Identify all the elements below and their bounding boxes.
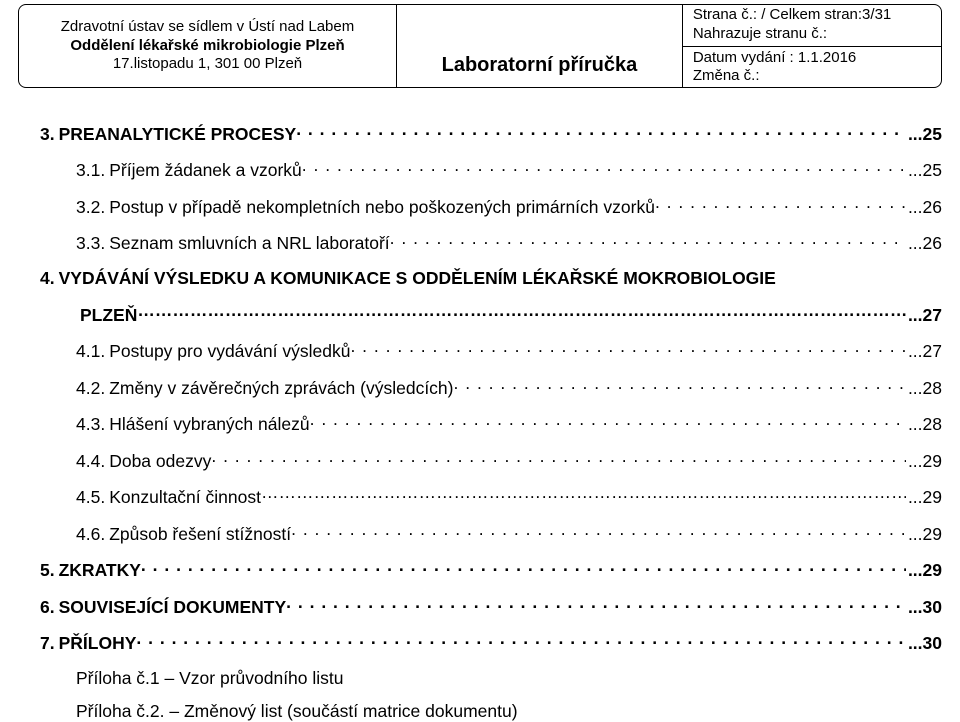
toc-entry-label: VYDÁVÁNÍ VÝSLEDKU A KOMUNIKACE S ODDĚLEN… [55, 268, 776, 289]
toc-row: 4.4. Doba odezvy ...29 [18, 449, 942, 472]
toc-entry-number: 6. [40, 597, 55, 618]
toc-entry-page: ...25 [906, 124, 942, 145]
toc-leaders [302, 159, 906, 177]
toc-entry-label: Způsob řešení stížností [105, 524, 291, 545]
toc-entry-number: 4.4. [76, 451, 105, 472]
toc-entry-number: 7. [40, 633, 55, 654]
toc-row: 3. PREANALYTICKÉ PROCESY ...25 [18, 122, 942, 145]
toc-entry-number: 4.3. [76, 414, 105, 435]
toc-entry-page: ...27 [906, 305, 942, 326]
toc-leaders [137, 303, 906, 321]
toc-entry-label: SOUVISEJÍCÍ DOKUMENTY [55, 597, 287, 618]
toc-leaders [141, 559, 906, 577]
toc-entry-page: ...26 [906, 197, 942, 218]
toc-entry-number: 3.3. [76, 233, 105, 254]
toc-row: 4. VYDÁVÁNÍ VÝSLEDKU A KOMUNIKACE S ODDĚ… [18, 268, 942, 289]
toc-row: 4.2. Změny v závěrečných zprávách (výsle… [18, 376, 942, 399]
page-container: Zdravotní ústav se sídlem v Ústí nad Lab… [0, 0, 960, 653]
toc-entry-number: 4.6. [76, 524, 105, 545]
header-meta-block: Strana č.: / Celkem stran:3/31 Nahrazuje… [683, 5, 941, 87]
toc-entry-page: ...26 [906, 233, 942, 254]
toc-row: 3.3. Seznam smluvních a NRL laboratoří..… [18, 232, 942, 255]
meta-page-count: Strana č.: / Celkem stran:3/31 [693, 6, 931, 25]
toc-entry-number: 3. [40, 124, 55, 145]
meta-replaces: Nahrazuje stranu č.: [693, 25, 931, 44]
toc-entry-page: ...25 [906, 160, 942, 181]
toc-leaders [286, 595, 906, 613]
toc-entry-label: Hlášení vybraných nálezů [105, 414, 309, 435]
toc-entry-label: Seznam smluvních a NRL laboratoří [105, 233, 389, 254]
toc-entry-label: Změny v závěrečných zprávách (výsledcích… [105, 378, 453, 399]
header-title-block: Laboratorní příručka [397, 5, 683, 87]
appendix-line: Příloha č.1 – Vzor průvodního listu [18, 668, 942, 689]
toc-leaders [291, 522, 906, 540]
appendix-line: Příloha č.2. – Změnový list (součástí ma… [18, 701, 942, 722]
meta-change-no: Změna č.: [693, 67, 931, 86]
toc-leaders [136, 632, 906, 650]
toc-entry-label: Doba odezvy [105, 451, 211, 472]
toc-entry-page: ...29 [906, 560, 942, 581]
header-org-block: Zdravotní ústav se sídlem v Ústí nad Lab… [19, 5, 397, 87]
toc-leaders [655, 195, 906, 213]
toc-entry-number: 3.2. [76, 197, 105, 218]
org-address: 17.listopadu 1, 301 00 Plzeň [23, 55, 392, 74]
toc-row: 6. SOUVISEJÍCÍ DOKUMENTY ...30 [18, 595, 942, 618]
toc-row: 4.5. Konzultační činnost ...29 [18, 486, 942, 509]
toc-entry-label: ZKRATKY [55, 560, 141, 581]
toc-leaders [296, 122, 906, 140]
toc-entry-page: ...28 [906, 378, 942, 399]
toc-entry-page: ...30 [906, 597, 942, 618]
toc-entry-number: 4.1. [76, 341, 105, 362]
toc-entry-number: 3.1. [76, 160, 105, 181]
table-of-contents: 3. PREANALYTICKÉ PROCESY...253.1. Příjem… [18, 122, 942, 722]
toc-row: 4.3. Hlášení vybraných nálezů ...28 [18, 413, 942, 436]
toc-leaders [310, 413, 906, 431]
toc-entry-page: ...29 [906, 487, 942, 508]
toc-entry-number: 4. [40, 268, 55, 289]
toc-entry-label: PREANALYTICKÉ PROCESY [55, 124, 297, 145]
toc-leaders [454, 376, 906, 394]
toc-row: 5. ZKRATKY ...29 [18, 559, 942, 582]
meta-issue-date: Datum vydání : 1.1.2016 [693, 49, 931, 68]
toc-entry-page: ...27 [906, 341, 942, 362]
org-line-2: Oddělení lékařské mikrobiologie Plzeň [23, 37, 392, 56]
org-line-1: Zdravotní ústav se sídlem v Ústí nad Lab… [23, 18, 392, 37]
toc-entry-page: ...29 [906, 524, 942, 545]
toc-entry-label: Konzultační činnost [105, 487, 261, 508]
document-title: Laboratorní příručka [397, 54, 682, 77]
document-header: Zdravotní ústav se sídlem v Ústí nad Lab… [18, 4, 942, 88]
toc-leaders [350, 340, 905, 358]
toc-row: 3.1. Příjem žádanek a vzorků ...25 [18, 159, 942, 182]
toc-entry-number: 4.5. [76, 487, 105, 508]
toc-leaders [390, 232, 906, 250]
toc-entry-label: PŘÍLOHY [55, 633, 137, 654]
toc-entry-label: Postup v případě nekompletních nebo pošk… [105, 197, 655, 218]
toc-entry-label: PLZEŇ [76, 305, 137, 326]
toc-entry-label: Příjem žádanek a vzorků [105, 160, 302, 181]
header-divider [683, 46, 941, 47]
toc-row: 4.1. Postupy pro vydávání výsledků ...27 [18, 340, 942, 363]
toc-leaders [261, 486, 906, 504]
toc-row: 7. PŘÍLOHY ...30 [18, 632, 942, 655]
toc-leaders [211, 449, 906, 467]
toc-entry-number: 4.2. [76, 378, 105, 399]
toc-entry-page: ...30 [906, 633, 942, 654]
toc-row: PLZEŇ ...27 [18, 303, 942, 326]
toc-entry-label: Postupy pro vydávání výsledků [105, 341, 350, 362]
toc-row: 4.6. Způsob řešení stížností ...29 [18, 522, 942, 545]
toc-entry-page: ...29 [906, 451, 942, 472]
toc-entry-number: 5. [40, 560, 55, 581]
toc-row: 3.2. Postup v případě nekompletních nebo… [18, 195, 942, 218]
toc-entry-page: ...28 [906, 414, 942, 435]
